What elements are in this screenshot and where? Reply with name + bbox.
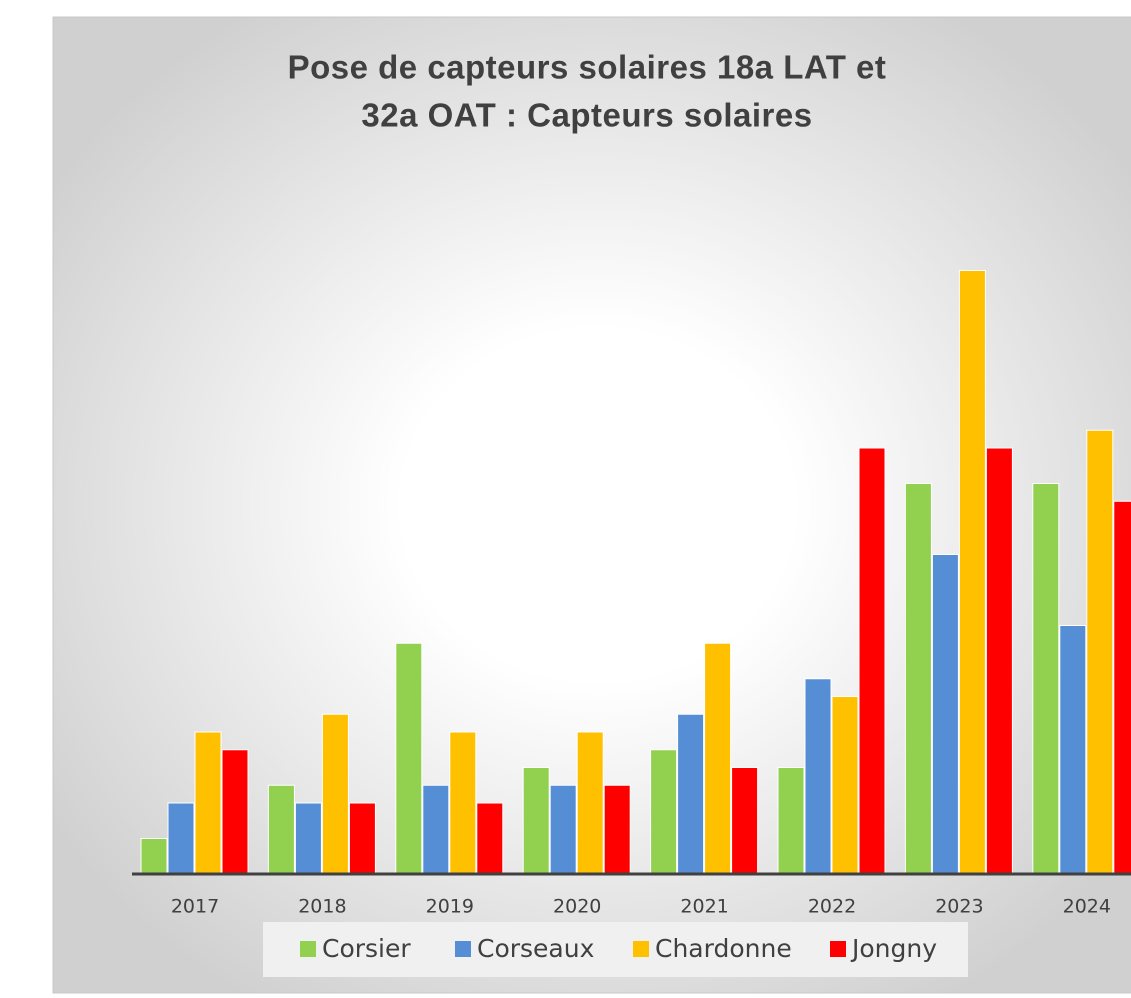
bar — [858, 447, 886, 875]
legend-swatch — [633, 941, 649, 957]
chart-title: Pose de capteurs solaires 18a LAT et — [288, 49, 887, 86]
x-tick-label: 2017 — [171, 896, 219, 918]
bar — [140, 838, 168, 875]
x-tick-label: 2023 — [935, 896, 983, 918]
bar — [731, 767, 759, 875]
legend-swatch — [455, 941, 471, 957]
x-tick-label: 2019 — [426, 896, 474, 918]
bar — [221, 749, 249, 875]
legend-label: Corseaux — [477, 934, 594, 963]
bar — [985, 447, 1013, 875]
bar — [704, 642, 732, 875]
legend-swatch — [300, 941, 316, 957]
chart-title: 32a OAT : Capteurs solaires — [361, 97, 812, 134]
bar — [603, 784, 631, 875]
bar — [576, 731, 604, 875]
bar — [1086, 429, 1114, 875]
legend-box — [263, 922, 968, 977]
bar — [476, 802, 504, 875]
bar — [167, 802, 195, 875]
bar — [958, 270, 986, 875]
bar — [1113, 500, 1131, 875]
bar — [831, 696, 859, 875]
bar — [931, 554, 959, 875]
bar — [449, 731, 477, 875]
bar — [777, 767, 805, 875]
bar — [321, 713, 349, 875]
bar — [194, 731, 222, 875]
x-tick-label: 2018 — [298, 896, 346, 918]
x-tick-label: 2020 — [553, 896, 601, 918]
legend-swatch — [830, 941, 846, 957]
x-tick-label: 2021 — [680, 896, 728, 918]
x-tick-label: 2024 — [1063, 896, 1111, 918]
bar — [650, 749, 678, 875]
legend-label: Chardonne — [655, 934, 792, 963]
bar — [522, 767, 550, 875]
legend-label: Corsier — [322, 934, 411, 963]
bar — [348, 802, 376, 875]
bar — [549, 784, 577, 875]
bar — [294, 802, 322, 875]
bar — [677, 713, 705, 875]
bar — [1032, 483, 1060, 875]
bar — [804, 678, 832, 875]
bar — [267, 784, 295, 875]
x-tick-label: 2022 — [808, 896, 856, 918]
legend-label: Jongny — [850, 934, 937, 963]
bar — [904, 483, 932, 875]
bar — [422, 784, 450, 875]
bar — [1059, 625, 1087, 875]
bar — [395, 642, 423, 875]
